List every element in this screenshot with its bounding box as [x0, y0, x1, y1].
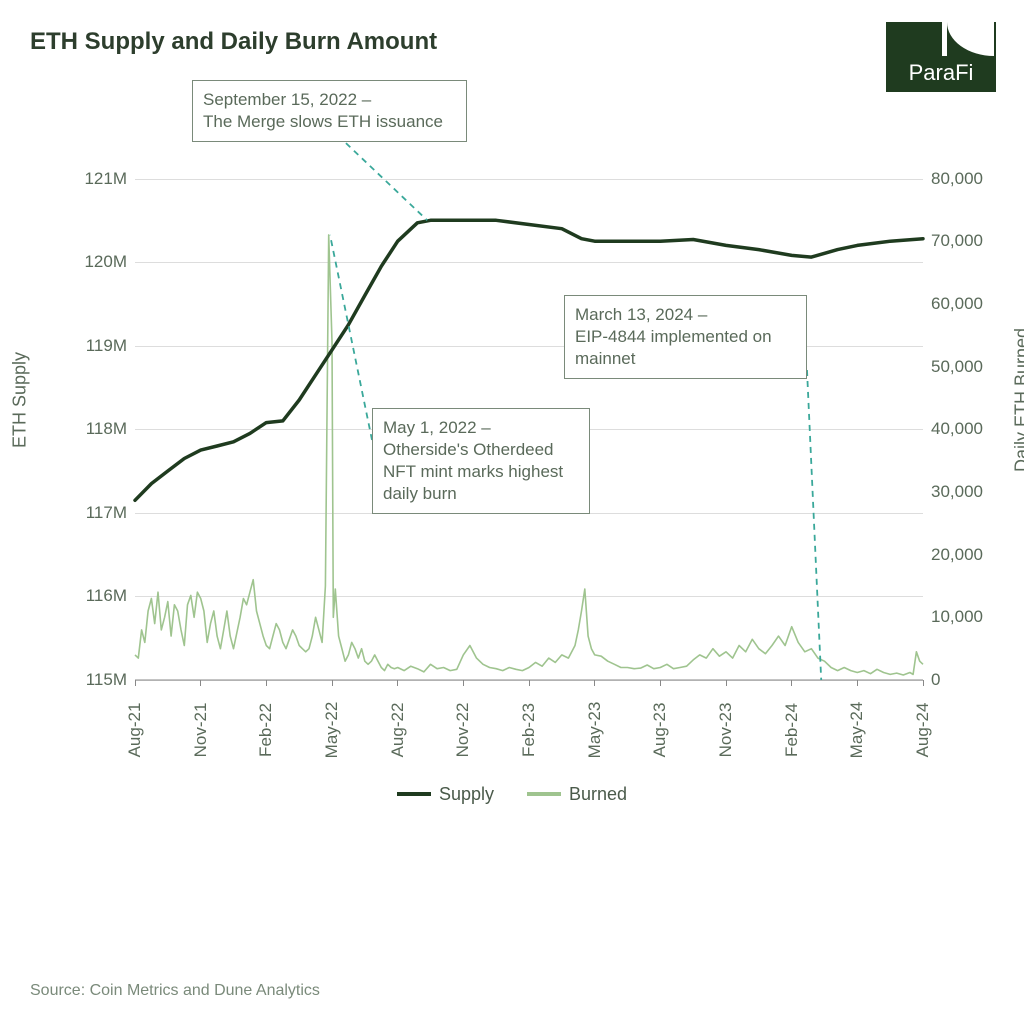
legend-label: Burned	[569, 784, 627, 805]
annotation-connector	[330, 235, 372, 440]
chart-title: ETH Supply and Daily Burn Amount	[30, 28, 437, 56]
y-right-axis-label: Daily ETH Burned	[1012, 328, 1024, 472]
annotation-box: September 15, 2022 –The Merge slows ETH …	[192, 80, 467, 142]
legend-label: Supply	[439, 784, 494, 805]
legend-item-supply: Supply	[397, 784, 494, 805]
chart-legend: Supply Burned	[30, 780, 994, 805]
annotation-connector	[807, 370, 821, 680]
annotation-box: March 13, 2024 –EIP-4844 implemented onm…	[564, 295, 807, 379]
annotation-box: May 1, 2022 –Otherside's OtherdeedNFT mi…	[372, 408, 590, 514]
source-attribution: Source: Coin Metrics and Dune Analytics	[30, 982, 320, 1000]
legend-item-burned: Burned	[527, 784, 627, 805]
y-left-axis-label: ETH Supply	[10, 352, 31, 448]
chart-container: ETH Supply Daily ETH Burned 115M116M117M…	[30, 80, 994, 820]
